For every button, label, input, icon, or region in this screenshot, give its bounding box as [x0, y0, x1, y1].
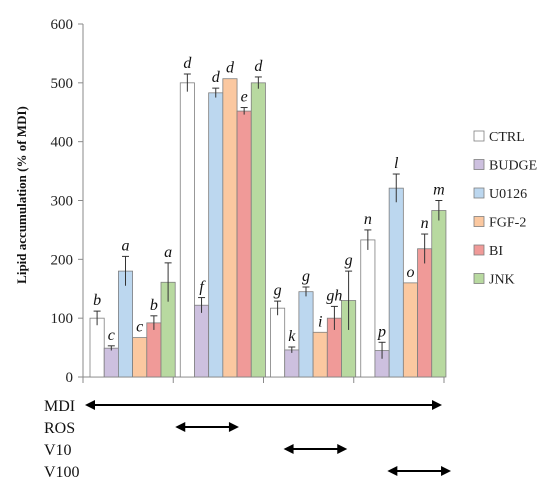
legend-label: FGF-2: [489, 216, 526, 231]
bar: [236, 110, 252, 378]
condition-label: V10: [44, 442, 72, 459]
condition-label: ROS: [44, 420, 75, 437]
significance-letter: g: [345, 252, 353, 269]
significance-letter: n: [364, 211, 372, 228]
legend-label: CTRL: [489, 130, 525, 145]
significance-letter: o: [406, 264, 414, 281]
condition-arrowhead-left: [283, 444, 294, 454]
bar: [89, 317, 105, 378]
bar: [417, 248, 433, 378]
y-tick-label: 100: [51, 311, 74, 327]
bar: [298, 291, 314, 378]
significance-letter: l: [394, 155, 399, 172]
significance-letter: c: [108, 327, 115, 344]
bar: [250, 82, 266, 378]
significance-letter: d: [226, 60, 235, 77]
significance-letter: g: [274, 282, 282, 299]
legend-swatch: [473, 216, 485, 227]
condition-arrowhead-left: [387, 466, 398, 476]
significance-letter: c: [136, 319, 143, 336]
legend-label: BUDGE: [489, 159, 537, 174]
bar: [222, 78, 238, 378]
y-tick-label: 500: [51, 76, 74, 92]
y-tick-label: 400: [51, 135, 74, 151]
significance-letter: p: [377, 323, 386, 340]
condition-arrowhead-left: [85, 400, 95, 410]
bar: [312, 331, 328, 378]
significance-letters: b d g n c f k p a d g l c d i o b e gh n a d g m: [93, 55, 445, 345]
legend-label: U0126: [489, 187, 527, 202]
legend-swatch: [473, 273, 485, 284]
significance-letter: b: [150, 297, 158, 314]
significance-letter: m: [433, 182, 445, 199]
y-tick-label: 0: [66, 370, 74, 386]
bar: [402, 282, 418, 378]
condition-label: MDI: [44, 398, 75, 415]
legend-label: JNK: [489, 273, 515, 288]
treatment-conditions: MDI ROS V10 V100: [44, 398, 452, 481]
significance-letter: n: [421, 215, 429, 232]
bar: [360, 239, 376, 378]
y-tick-label: 300: [51, 194, 74, 210]
bar: [146, 322, 162, 378]
bar: [179, 82, 195, 378]
bar: [118, 270, 134, 378]
legend-swatch: [473, 130, 485, 142]
condition-label: V100: [44, 464, 80, 481]
condition-arrowhead-right: [337, 444, 348, 454]
significance-letter: b: [93, 292, 101, 309]
condition-arrowhead-right: [432, 400, 442, 410]
legend-swatch: [473, 187, 485, 199]
y-tick-label: 600: [51, 17, 74, 33]
y-axis-label: Lipid accumulation (% of MDI): [14, 106, 29, 284]
chart-bars: [89, 73, 447, 378]
significance-letter: g: [302, 268, 310, 285]
significance-letter: i: [318, 313, 322, 330]
y-tick-label: 200: [51, 252, 74, 268]
significance-letter: f: [199, 279, 206, 296]
significance-letter: d: [183, 55, 192, 72]
legend-swatch: [473, 159, 485, 170]
bar: [284, 349, 300, 378]
chart-legend: CTRL BUDGE U0126 FGF-2 BI JNK: [473, 130, 537, 288]
significance-letter: d: [254, 58, 263, 75]
bar: [132, 337, 148, 378]
condition-arrowhead-right: [441, 466, 452, 476]
legend-label: BI: [489, 244, 503, 259]
legend-swatch: [473, 244, 485, 256]
chart-axes: 0 100 200 300 400 500 600: [51, 17, 445, 386]
significance-letter: a: [122, 237, 130, 254]
bar: [194, 304, 210, 378]
bar: [208, 92, 224, 378]
bar: [388, 187, 404, 378]
bar: [103, 347, 119, 378]
significance-letter: gh: [326, 287, 342, 304]
bar: [270, 307, 286, 378]
significance-letter: a: [164, 244, 172, 261]
significance-letter: k: [288, 328, 296, 345]
condition-arrowhead-left: [175, 422, 186, 432]
significance-letter: e: [241, 89, 248, 106]
condition-arrowhead-right: [228, 422, 239, 432]
significance-letter: d: [212, 69, 221, 86]
bar: [431, 210, 447, 378]
